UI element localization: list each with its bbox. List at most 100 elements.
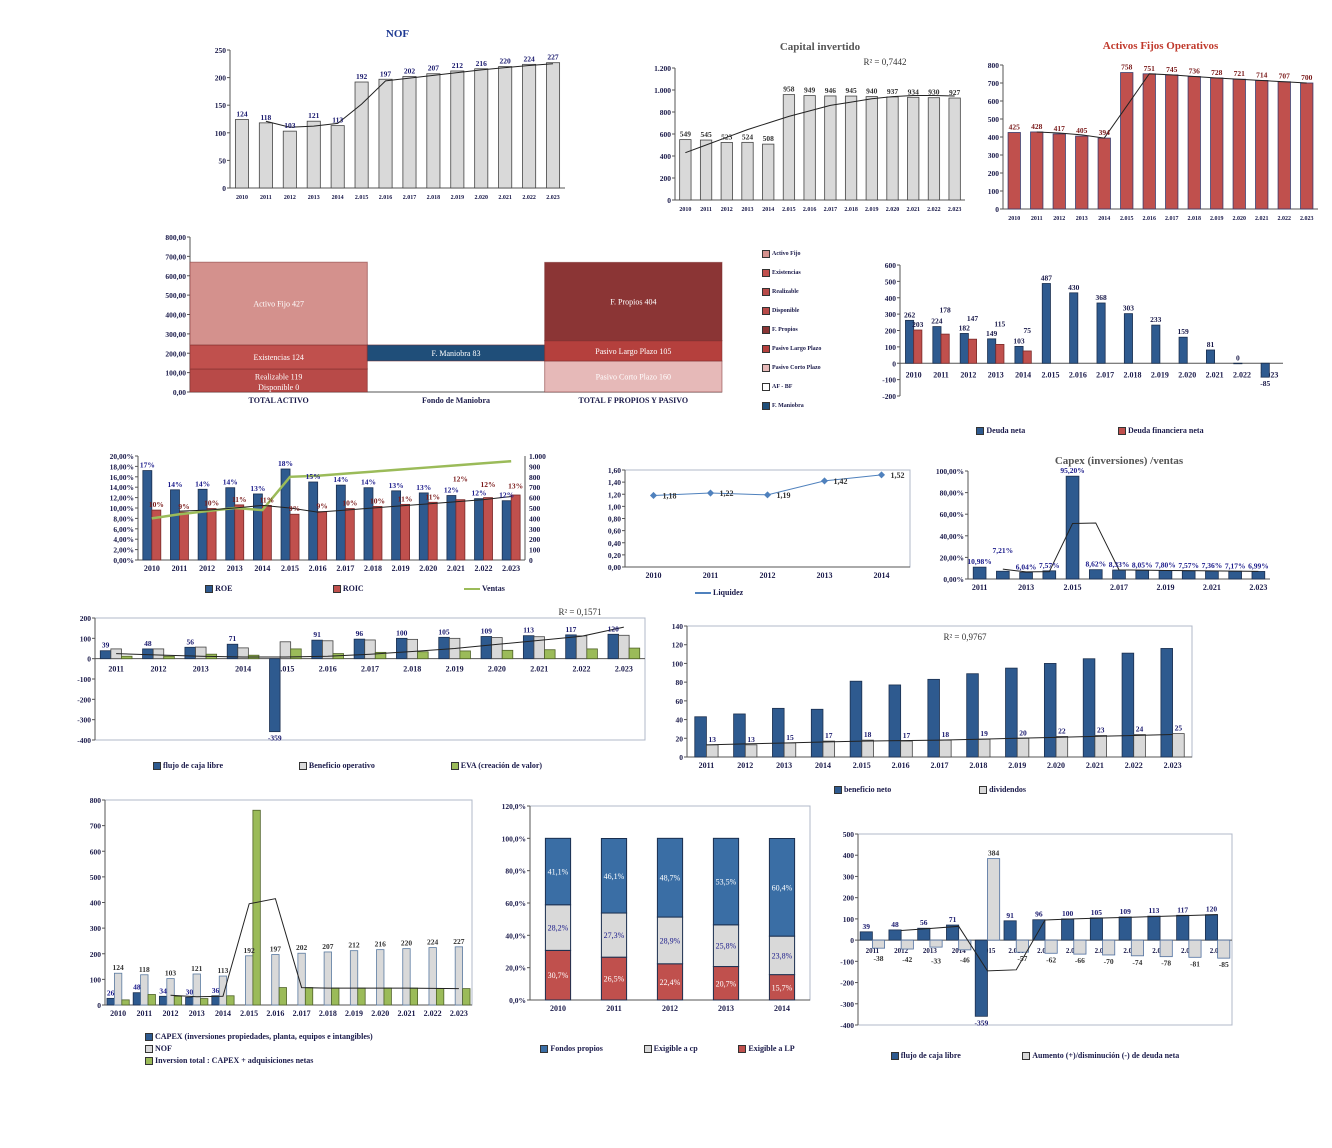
roe-roic-bar — [261, 505, 272, 561]
bar-label: 26,5% — [604, 975, 625, 984]
legend: Deuda neta Deuda financiera neta — [930, 426, 1250, 435]
activos-fijos-bar — [1142, 73, 1156, 210]
y-tick-label: 400,00 — [165, 311, 186, 320]
y-tick-label: 20,00% — [940, 553, 964, 562]
legend-swatch-icon — [145, 1056, 153, 1065]
bar-label: 103 — [1013, 336, 1025, 345]
activos-fijos-bar — [1165, 74, 1179, 210]
flujo-eva-bar — [195, 646, 207, 660]
x-tick-label: 2.016 — [266, 1009, 284, 1018]
bar-label: -46 — [960, 956, 970, 965]
estructura-financiera-bar — [600, 837, 628, 914]
deuda-neta-bar — [940, 333, 950, 364]
bar-label: 71 — [229, 634, 237, 643]
x-tick-label: 2.018 — [1188, 216, 1202, 222]
flujo-deuda-bar — [859, 931, 873, 941]
flujo-eva-bar — [322, 640, 334, 660]
bar-label: 113 — [1149, 906, 1160, 915]
legend-swatch-icon — [979, 785, 988, 794]
nof-svg: 0 50 100 150 200 250 NOF 2010 2011 2012 2013 2014 2.… — [215, 28, 565, 201]
x-tick-label: 2014 — [952, 947, 967, 955]
segment-label: F. Maniobra 83 — [432, 349, 481, 358]
line-marker — [706, 489, 715, 497]
x-tick-label: 2.016 — [379, 195, 393, 201]
point-label: 1,19 — [777, 491, 791, 500]
bar-label: 216 — [476, 59, 488, 68]
capex-nof-bar — [428, 947, 437, 1006]
x-tick-label: 2014 — [332, 195, 344, 201]
bar-label: 736 — [1189, 67, 1201, 76]
flujo-eva-bar — [364, 639, 376, 660]
y-tick-label: 300 — [90, 924, 102, 933]
y-tick-label: 600 — [885, 261, 897, 270]
deuda-neta-bar — [1260, 362, 1270, 378]
bar-label: 103 — [284, 121, 296, 130]
bar-label: 7,57% — [1178, 561, 1199, 570]
bar-label: 95,20% — [1060, 466, 1084, 475]
bar-label: 105 — [1091, 908, 1103, 917]
bar-label: 405 — [1076, 126, 1088, 135]
flujo-deuda-bar — [1015, 939, 1029, 953]
legend: Fondos propios Exigible a cp Exigible a LP — [520, 1044, 815, 1053]
bar-label: 192 — [356, 72, 368, 81]
x-tick-label: 2.018 — [319, 1009, 337, 1018]
estructura-financiera-bar — [600, 912, 628, 958]
bar-label: -359 — [974, 1018, 988, 1027]
bar-label: 100 — [1062, 909, 1074, 918]
deuda-neta-bar — [913, 329, 923, 364]
legend-label: Liquidez — [713, 588, 744, 597]
legend-swatch-icon — [643, 1044, 652, 1053]
r-squared-annotation: R² = 0,7442 — [863, 57, 906, 67]
legend-label: ROE — [215, 584, 233, 593]
x-tick-label: TOTAL ACTIVO — [249, 396, 309, 405]
bar-label: 121 — [191, 964, 203, 973]
nof-bar — [330, 125, 345, 189]
capex-ventas-bar — [972, 566, 987, 580]
bar-label: 15 — [786, 733, 794, 742]
legend: ROE ROIC Ventas — [155, 584, 555, 593]
x-tick-label: 2010 — [679, 207, 691, 213]
bar-label: 14% — [223, 478, 238, 487]
estructura-financiera-bar — [768, 974, 796, 1001]
bar-label: 56 — [186, 637, 194, 646]
y-tick-label: 400 — [90, 899, 102, 908]
capex-nof-bar — [297, 952, 306, 1006]
x-tick-label: 2011 — [933, 370, 949, 379]
segment-label: Activo Fijo 427 — [253, 300, 304, 309]
bar-label: 6,99% — [1248, 561, 1269, 570]
y-tick-label: 1,00 — [608, 502, 621, 511]
y-tick-label: 60,0% — [505, 899, 526, 908]
capex-ventas-bar — [1158, 570, 1173, 580]
x-tick-label: 2.020 — [1178, 370, 1196, 379]
flujo-deuda-bar — [1176, 914, 1190, 941]
trend-line — [1002, 522, 1259, 573]
bar-label: 7,80% — [1155, 561, 1176, 570]
bar-label: -38 — [873, 954, 883, 963]
capital-invertido-bar — [782, 94, 796, 201]
roe-roic-bar — [400, 503, 410, 561]
bar-label: 13 — [747, 735, 755, 744]
capex-ventas-bar — [1251, 571, 1266, 580]
legend-item: Beneficio operativo — [298, 761, 375, 770]
bar-label: 113 — [523, 626, 534, 635]
capex-nof-bar — [357, 987, 366, 1006]
y-tick-label: 20,00% — [110, 452, 134, 461]
trend-line — [179, 496, 512, 513]
x-tick-label: 2.017 — [336, 564, 354, 573]
x-tick-label: 2.015 — [281, 564, 299, 573]
flujo-deuda-bar — [871, 939, 886, 949]
r-squared-annotation: R² = 0,1571 — [558, 607, 601, 617]
flujo-eva-bar — [575, 635, 588, 660]
x-tick-label: 2014 — [874, 571, 890, 580]
capex-nof-bar — [147, 994, 156, 1006]
capex-nof-bar — [462, 988, 471, 1006]
bar-label: 707 — [1279, 72, 1291, 81]
roe-roic-bar — [501, 500, 512, 561]
bar-label: 940 — [866, 87, 878, 96]
bar-label: 25,8% — [716, 942, 737, 951]
y-tick-label: -400 — [77, 736, 91, 745]
deuda-neta-bar — [1069, 292, 1079, 364]
y-tick-label: 1.200 — [654, 64, 671, 73]
balance-segment — [544, 360, 723, 393]
